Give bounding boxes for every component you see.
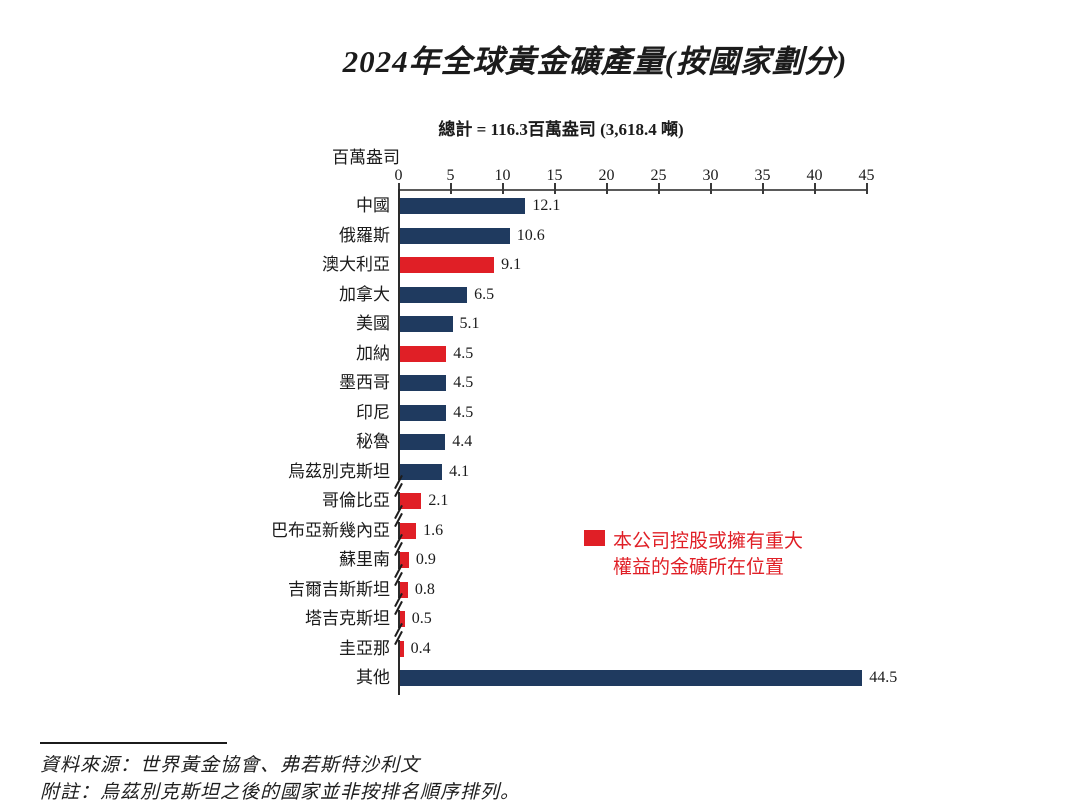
bar-value: 10.6 bbox=[516, 226, 545, 244]
bar-value: 44.5 bbox=[869, 669, 898, 686]
axis-tick-label: 45 bbox=[858, 167, 875, 184]
axis-break-gap bbox=[393, 627, 403, 640]
axis-tick bbox=[709, 183, 712, 194]
bar bbox=[399, 463, 443, 480]
bar-value: 6.5 bbox=[474, 285, 495, 303]
bar-label: 烏茲別克斯坦 bbox=[288, 461, 390, 481]
footer-note: 附註：烏茲別克斯坦之後的國家並非按排名順序排列。 bbox=[40, 782, 521, 803]
bar bbox=[399, 257, 495, 273]
axis-tick bbox=[761, 183, 764, 194]
bar bbox=[399, 345, 447, 362]
footer-source: 資料來源：世界黃金協會、弗若斯特沙利文 bbox=[40, 755, 421, 776]
bar-value: 4.5 bbox=[453, 403, 474, 421]
bar bbox=[399, 522, 417, 539]
bar bbox=[399, 198, 526, 214]
bar bbox=[399, 670, 863, 686]
axis-break-gap bbox=[393, 568, 403, 581]
bar-label: 其他 bbox=[356, 668, 390, 687]
bar-label: 美國 bbox=[356, 314, 390, 333]
bar-label: 中國 bbox=[356, 196, 390, 215]
axis-tick bbox=[553, 183, 556, 194]
bar-label: 加納 bbox=[356, 343, 390, 363]
legend-label-line2: 權益的金礦所在位置 bbox=[613, 557, 785, 578]
bar-value: 4.5 bbox=[453, 374, 474, 391]
bar bbox=[399, 552, 409, 568]
bar-label: 蘇里南 bbox=[339, 550, 390, 569]
legend-label: 本公司控股或擁有重大 權益的金礦所在位置 bbox=[613, 529, 873, 581]
axis-unit-label: 百萬盎司 bbox=[332, 148, 400, 167]
axis-break-gap bbox=[393, 509, 403, 522]
axis-tick-label: 40 bbox=[806, 167, 823, 184]
bar-label: 塔吉克斯坦 bbox=[305, 609, 390, 628]
axis-tick bbox=[813, 183, 816, 194]
bar-label: 巴布亞新幾內亞 bbox=[271, 520, 390, 540]
bar bbox=[399, 611, 405, 627]
chart-title: 2024年全球黃金礦產量(按國家劃分) bbox=[342, 44, 848, 79]
chart-subtitle: 總計 = 116.3百萬盎司 (3,618.4 噸) bbox=[438, 120, 684, 139]
axis-tick bbox=[605, 183, 608, 194]
bar-label: 澳大利亞 bbox=[322, 255, 390, 274]
axis-tick-label: 10 bbox=[494, 167, 511, 184]
bar-value: 0.9 bbox=[415, 551, 436, 568]
bar bbox=[399, 316, 453, 332]
axis-tick-label: 30 bbox=[702, 167, 719, 184]
x-axis-line bbox=[398, 188, 867, 191]
bar bbox=[399, 404, 447, 421]
bar-value: 4.4 bbox=[452, 433, 473, 450]
bar bbox=[399, 375, 447, 391]
bar-value: 1.6 bbox=[423, 521, 444, 539]
axis-tick bbox=[865, 183, 868, 194]
bar-value: 5.1 bbox=[459, 315, 480, 332]
bar-value: 0.5 bbox=[411, 610, 432, 627]
bar-label: 加拿大 bbox=[339, 284, 390, 304]
axis-tick-label: 20 bbox=[598, 167, 615, 184]
axis-tick-label: 25 bbox=[650, 167, 667, 184]
bar bbox=[399, 581, 408, 598]
axis-tick-label: 35 bbox=[754, 167, 771, 184]
bar-value: 2.1 bbox=[428, 492, 449, 509]
bar-label: 秘魯 bbox=[356, 432, 390, 451]
y-axis-line bbox=[397, 188, 400, 695]
bar bbox=[399, 227, 510, 244]
bar-value: 0.8 bbox=[414, 580, 435, 598]
footer-divider bbox=[40, 742, 227, 744]
bar-value: 0.4 bbox=[410, 639, 431, 657]
axis-tick bbox=[501, 183, 504, 194]
bar-label: 印尼 bbox=[356, 402, 390, 422]
bar bbox=[399, 434, 446, 450]
axis-tick-label: 0 bbox=[394, 167, 403, 184]
bar-value: 12.1 bbox=[532, 197, 561, 214]
axis-tick-label: 15 bbox=[546, 167, 563, 184]
bar-value: 4.1 bbox=[449, 462, 470, 480]
bar bbox=[399, 640, 404, 657]
bar-label: 吉爾吉斯斯坦 bbox=[288, 579, 390, 599]
legend-swatch bbox=[584, 530, 605, 546]
bar bbox=[399, 286, 468, 303]
axis-tick bbox=[449, 183, 452, 194]
bar bbox=[399, 493, 422, 509]
axis-tick-label: 5 bbox=[446, 167, 455, 184]
bar-label: 俄羅斯 bbox=[339, 225, 390, 245]
bar-value: 9.1 bbox=[501, 256, 522, 273]
bar-label: 圭亞那 bbox=[339, 638, 390, 658]
bar-label: 墨西哥 bbox=[339, 373, 390, 392]
bar-value: 4.5 bbox=[453, 344, 474, 362]
legend-label-line1: 本公司控股或擁有重大 bbox=[613, 531, 804, 552]
bar-label: 哥倫比亞 bbox=[322, 491, 390, 510]
axis-tick bbox=[657, 183, 660, 194]
